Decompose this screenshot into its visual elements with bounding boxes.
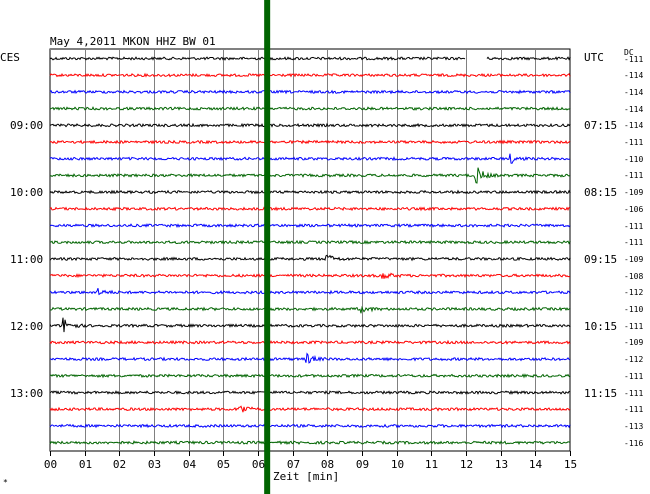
- dc-offset-label: -111: [624, 388, 644, 398]
- trace-9: [49, 206, 571, 212]
- left-timezone-label: CES: [0, 51, 20, 64]
- dc-offset-label: -114: [624, 71, 644, 81]
- dc-offset-label: -111: [624, 405, 644, 415]
- trace-3: [49, 106, 571, 111]
- right-time-label: 11:15: [584, 386, 618, 400]
- grid: [49, 48, 571, 456]
- dc-offset-label: -111: [624, 371, 644, 381]
- trace-10: [49, 223, 571, 229]
- x-tick-label: 13: [494, 458, 509, 471]
- trace-1: [49, 72, 571, 78]
- x-tick-label: 12: [459, 458, 474, 471]
- right-time-label: 07:15: [584, 119, 618, 133]
- right-time-label: 09:15: [584, 252, 618, 266]
- x-tick-label: 06: [251, 458, 266, 471]
- trace-16: [49, 317, 571, 333]
- dc-offset-label: -114: [624, 121, 644, 131]
- marker-bar: [264, 0, 271, 494]
- x-tick-label: 02: [112, 458, 127, 471]
- x-tick-label: 01: [78, 458, 93, 471]
- trace-2: [49, 89, 571, 95]
- trace-22: [49, 423, 571, 429]
- right-time-label: 08:15: [584, 186, 618, 200]
- dc-offset-label: -113: [624, 421, 644, 431]
- x-tick-label: 05: [216, 458, 231, 471]
- left-time-label: 09:00: [10, 119, 44, 133]
- x-tick-label: 07: [286, 458, 301, 471]
- x-tick-label: 00: [43, 458, 58, 471]
- dc-offset-label: -112: [624, 288, 644, 298]
- trace-19: [49, 373, 571, 379]
- trace-17: [49, 339, 571, 345]
- dc-offset-label: -111: [624, 221, 644, 231]
- dc-offset-label: -109: [624, 254, 644, 264]
- dc-offset-label: -108: [624, 271, 644, 281]
- x-tick-label: 09: [355, 458, 370, 471]
- dc-offset-label: -110: [624, 154, 644, 164]
- left-time-label: 10:00: [10, 186, 44, 200]
- x-tick-label: 10: [390, 458, 405, 471]
- dc-offset-label: -110: [624, 305, 644, 314]
- trace-18: [49, 352, 571, 364]
- trace-14: [49, 288, 571, 296]
- x-tick-label: 11: [424, 458, 439, 471]
- corner-mark: *: [3, 478, 8, 487]
- x-tick-label: 04: [182, 458, 197, 471]
- trace-15: [49, 305, 571, 314]
- dc-offset-label: -114: [624, 104, 644, 114]
- left-time-label: 13:00: [10, 386, 44, 400]
- trace-7: [49, 167, 571, 184]
- dc-header-label: DC: [624, 48, 634, 57]
- x-tick-label: 08: [320, 458, 335, 471]
- dc-offset-label: -116: [624, 438, 644, 448]
- trace-0: [49, 56, 571, 61]
- time-marker: [264, 0, 271, 494]
- x-axis-label: Zeit [min]: [273, 470, 340, 483]
- dc-offset-label: -111: [624, 171, 644, 181]
- trace-12: [49, 254, 571, 262]
- dc-offset-label: -111: [624, 238, 644, 248]
- dc-offset-label: -111: [624, 54, 644, 64]
- trace-11: [49, 239, 571, 245]
- x-tick-label: 14: [528, 458, 543, 471]
- dc-offset-label: -111: [624, 138, 644, 147]
- trace-20: [49, 390, 571, 395]
- right-timezone-label: UTC: [584, 51, 604, 64]
- traces: [49, 56, 571, 445]
- dc-offset-label: -112: [624, 355, 644, 365]
- left-time-label: 12:00: [10, 319, 44, 333]
- dc-offset-label: -114: [624, 87, 644, 97]
- trace-6: [49, 153, 571, 164]
- trace-23: [49, 440, 571, 445]
- left-time-label: 11:00: [10, 252, 44, 266]
- chart-title: May 4,2011 MKON HHZ BW 01: [50, 35, 216, 48]
- dc-offset-label: -111: [624, 321, 644, 331]
- x-tick-label: 03: [147, 458, 162, 471]
- dc-offset-label: -106: [624, 204, 644, 214]
- trace-8: [49, 189, 571, 195]
- x-tick-label: 15: [563, 458, 578, 471]
- dc-offset-label: -109: [624, 188, 644, 198]
- right-time-label: 10:15: [584, 319, 618, 333]
- trace-21: [49, 405, 571, 413]
- dc-offset-label: -109: [624, 338, 644, 348]
- trace-4: [49, 122, 571, 128]
- trace-5: [49, 139, 571, 145]
- trace-13: [49, 272, 571, 279]
